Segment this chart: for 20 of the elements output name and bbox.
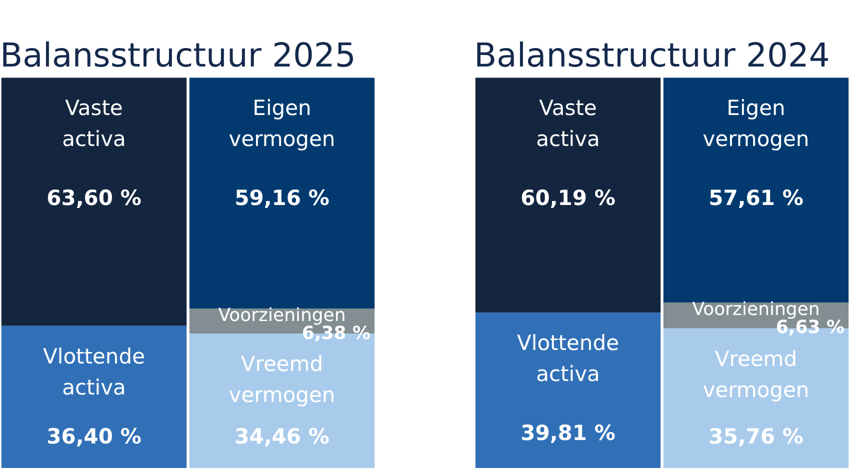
data-label: 57,61 % — [708, 186, 804, 210]
chart-title: Balansstructuur 2025 — [0, 35, 356, 74]
series-label: Voorzieningen — [218, 305, 346, 326]
series-label: Vlottende activa — [517, 331, 619, 386]
series-label: Vaste activa — [536, 96, 600, 152]
series-label: Vreemd vermogen — [702, 346, 810, 402]
data-label: 63,60 % — [46, 186, 142, 210]
data-label: 60,19 % — [520, 186, 616, 210]
series-label: Eigen vermogen — [702, 96, 810, 152]
series-label: Vlottende activa — [43, 344, 145, 400]
series-label: Voorzieningen — [692, 299, 820, 320]
data-label: 36,40 % — [46, 424, 142, 448]
chart-title: Balansstructuur 2024 — [474, 35, 830, 74]
series-label: Eigen vermogen — [228, 96, 336, 152]
series-label: Vreemd vermogen — [228, 352, 336, 407]
data-label: 39,81 % — [520, 421, 616, 446]
data-label: 59,16 % — [234, 186, 330, 210]
data-label: 34,46 % — [234, 424, 330, 448]
data-label: 35,76 % — [708, 424, 804, 448]
series-label: Vaste activa — [62, 96, 126, 152]
